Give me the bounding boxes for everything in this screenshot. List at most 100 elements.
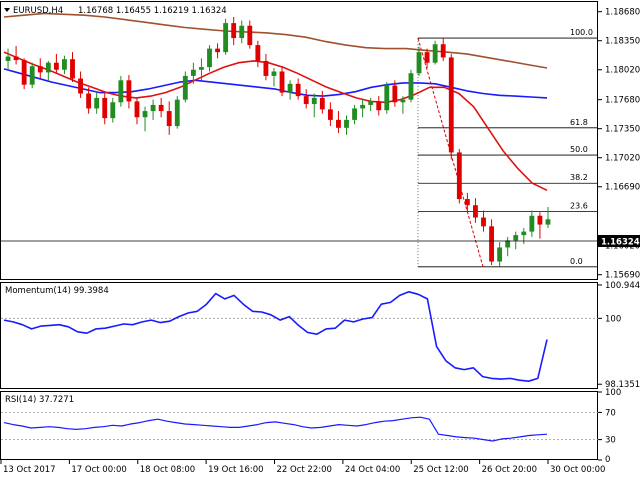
time-tick-label: 30 Oct 00:00 bbox=[550, 465, 605, 475]
fib-level-label: 23.6 bbox=[570, 201, 588, 210]
candle-body bbox=[529, 215, 535, 232]
rsi-line bbox=[3, 416, 548, 442]
candle-body bbox=[489, 226, 494, 262]
candle bbox=[110, 97, 116, 123]
candle bbox=[464, 192, 470, 213]
momentum-tick-label: 100.9447 bbox=[605, 281, 640, 291]
moving-averages bbox=[3, 12, 548, 192]
momentum-line bbox=[3, 290, 548, 383]
fibonacci-retracement: 100.0 61.8 50.0 38.2 23.6 0.0 bbox=[417, 28, 598, 268]
candle-body bbox=[53, 62, 59, 70]
candle bbox=[545, 206, 551, 229]
candle-body bbox=[473, 205, 478, 218]
candle-body bbox=[158, 104, 164, 112]
momentum-pane-frame bbox=[0, 282, 598, 389]
candle-body bbox=[295, 83, 301, 97]
time-tick-label: 26 Oct 20:00 bbox=[482, 465, 537, 475]
candle bbox=[13, 45, 19, 65]
candle-body bbox=[94, 97, 100, 109]
rsi-tick-label: 30 bbox=[605, 436, 616, 446]
time-axis: 13 Oct 2017 17 Oct 00:00 18 Oct 08:00 19 Oc… bbox=[0, 460, 605, 475]
momentum-tick-label: 100 bbox=[605, 314, 621, 324]
ohlc-readout: 1.16768 1.16455 1.16219 1.16324 bbox=[78, 6, 227, 16]
time-tick-label: 17 Oct 00:00 bbox=[71, 465, 126, 475]
candle bbox=[86, 87, 92, 114]
candle-body bbox=[545, 219, 551, 225]
candle bbox=[473, 198, 478, 223]
candle bbox=[505, 236, 511, 257]
candle bbox=[231, 16, 237, 46]
candle-body bbox=[376, 101, 382, 111]
candle bbox=[440, 38, 446, 61]
time-tick-label: 19 Oct 16:00 bbox=[208, 465, 263, 475]
candle bbox=[368, 97, 374, 112]
candle bbox=[207, 45, 212, 72]
price-tick-label: 1.17350 bbox=[605, 125, 640, 135]
candle bbox=[529, 210, 535, 237]
candle-body bbox=[142, 111, 148, 118]
current-price-tag bbox=[598, 235, 640, 247]
time-tick-label: 22 Oct 22:00 bbox=[277, 465, 332, 475]
candle bbox=[118, 75, 124, 107]
sma-fast-line bbox=[3, 51, 548, 192]
candle bbox=[166, 101, 172, 135]
candle-body bbox=[448, 57, 454, 153]
candle bbox=[70, 52, 75, 83]
candle-body bbox=[62, 59, 67, 70]
candle bbox=[295, 78, 301, 100]
main-pane-frame bbox=[0, 1, 598, 280]
current-price-label: 1.16324 bbox=[601, 238, 640, 248]
candle bbox=[352, 104, 357, 125]
candle-body bbox=[166, 111, 172, 127]
candle-body bbox=[400, 99, 406, 103]
price-tick-label: 1.18020 bbox=[605, 66, 640, 76]
candle bbox=[102, 93, 108, 125]
candle bbox=[255, 40, 261, 68]
dropdown-triangle-icon[interactable] bbox=[4, 8, 10, 12]
candle bbox=[94, 92, 100, 114]
sma-mid-line bbox=[3, 68, 548, 99]
candle bbox=[344, 115, 349, 135]
candle-body bbox=[521, 231, 527, 236]
candle bbox=[37, 58, 43, 79]
candle-body bbox=[360, 104, 366, 109]
candle bbox=[223, 18, 229, 55]
candle-body bbox=[150, 104, 156, 112]
fib-level-label: 38.2 bbox=[570, 173, 588, 182]
candle-body bbox=[368, 101, 374, 105]
candle bbox=[174, 96, 180, 129]
fib-level-label: 61.8 bbox=[570, 118, 588, 127]
candle bbox=[78, 71, 83, 98]
candle-body bbox=[392, 85, 398, 103]
candle-body bbox=[408, 73, 414, 100]
fib-level-label: 50.0 bbox=[570, 145, 588, 154]
candle-body bbox=[456, 152, 462, 200]
candle-body bbox=[110, 102, 116, 119]
candle bbox=[424, 48, 430, 68]
fib-level-label: 100.0 bbox=[570, 28, 593, 37]
candle-body bbox=[134, 101, 140, 118]
candle bbox=[142, 106, 148, 132]
candle bbox=[53, 53, 59, 74]
candle bbox=[513, 231, 519, 250]
candle-body bbox=[319, 97, 325, 110]
candle-body bbox=[247, 25, 253, 46]
candle-body bbox=[29, 66, 35, 85]
candle-body bbox=[384, 85, 390, 111]
candle-body bbox=[231, 23, 237, 39]
candle-body bbox=[271, 71, 277, 76]
momentum-label: Momentum(14) 99.3984 bbox=[5, 286, 109, 296]
candle bbox=[384, 82, 390, 114]
candle-body bbox=[327, 109, 333, 120]
candle-body bbox=[537, 215, 543, 225]
candle-body bbox=[464, 199, 470, 206]
candle-body bbox=[497, 247, 503, 262]
candle bbox=[287, 80, 293, 100]
candle bbox=[215, 43, 220, 59]
fib-level-label: 0.0 bbox=[570, 257, 583, 266]
time-tick-label: 25 Oct 12:00 bbox=[413, 465, 468, 475]
candle bbox=[279, 66, 285, 97]
rsi-tick-label: 0 bbox=[605, 455, 610, 465]
momentum-indicator: 100.9447 100 98.1351 bbox=[1, 281, 640, 390]
